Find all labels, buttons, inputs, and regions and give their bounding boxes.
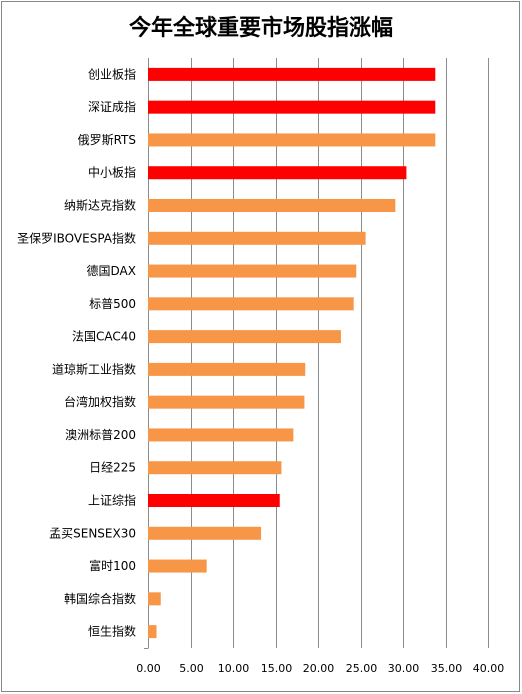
category-label: 中小板指 [88,165,136,180]
x-tick-label: 5.00 [179,662,204,675]
category-label: 道琼斯工业指数 [52,361,136,376]
category-label: 圣保罗IBOVESPA指数 [17,230,136,245]
bar [148,133,436,147]
gridlines [144,58,489,649]
bar [148,592,161,606]
bar [148,362,306,376]
x-tick-label: 25.00 [346,662,378,675]
bars [148,67,436,639]
category-label: 标普500 [89,297,136,311]
bar [148,330,341,344]
category-label: 台湾加权指数 [64,394,136,409]
bar [148,395,305,409]
category-label: 澳洲标普200 [65,428,136,442]
category-label: 富时100 [89,558,136,573]
bar [148,166,407,180]
category-label: 德国DAX [87,263,136,278]
bar [148,526,262,540]
category-label: 创业板指 [88,66,136,81]
x-tick-label: 0.00 [136,662,161,675]
category-label: 恒生指数 [88,624,136,639]
category-label: 俄罗斯RTS [78,133,136,147]
bar [148,461,282,475]
x-axis-ticks: 0.00 5.00 10.00 15.00 20.00 25.00 30.00 35.00 40… [136,662,504,675]
bar [148,559,207,573]
category-label: 上证综指 [88,493,136,508]
bar [148,428,294,442]
x-tick-label: 20.00 [303,662,335,675]
x-tick-label: 30.00 [388,662,420,675]
bar [148,199,396,212]
x-tick-label: 35.00 [431,662,463,675]
x-tick-label: 15.00 [261,662,293,675]
bar [148,494,280,507]
category-label: 法国CAC40 [72,330,136,344]
x-tick-label: 40.00 [473,662,505,675]
category-label: 纳斯达克指数 [64,198,136,213]
category-label: 深证成指 [88,99,136,114]
bar [148,264,357,278]
x-tick-label: 10.00 [218,662,250,675]
bar [148,625,157,639]
bar [148,67,436,81]
bar [148,100,436,114]
bar [148,231,366,245]
category-label: 韩国综合指数 [64,591,136,606]
category-label: 孟买SENSEX30 [49,526,136,540]
bar [148,297,354,311]
chart-title: 今年全球重要市场股指涨幅 [129,15,393,41]
category-label: 日经225 [89,461,136,475]
